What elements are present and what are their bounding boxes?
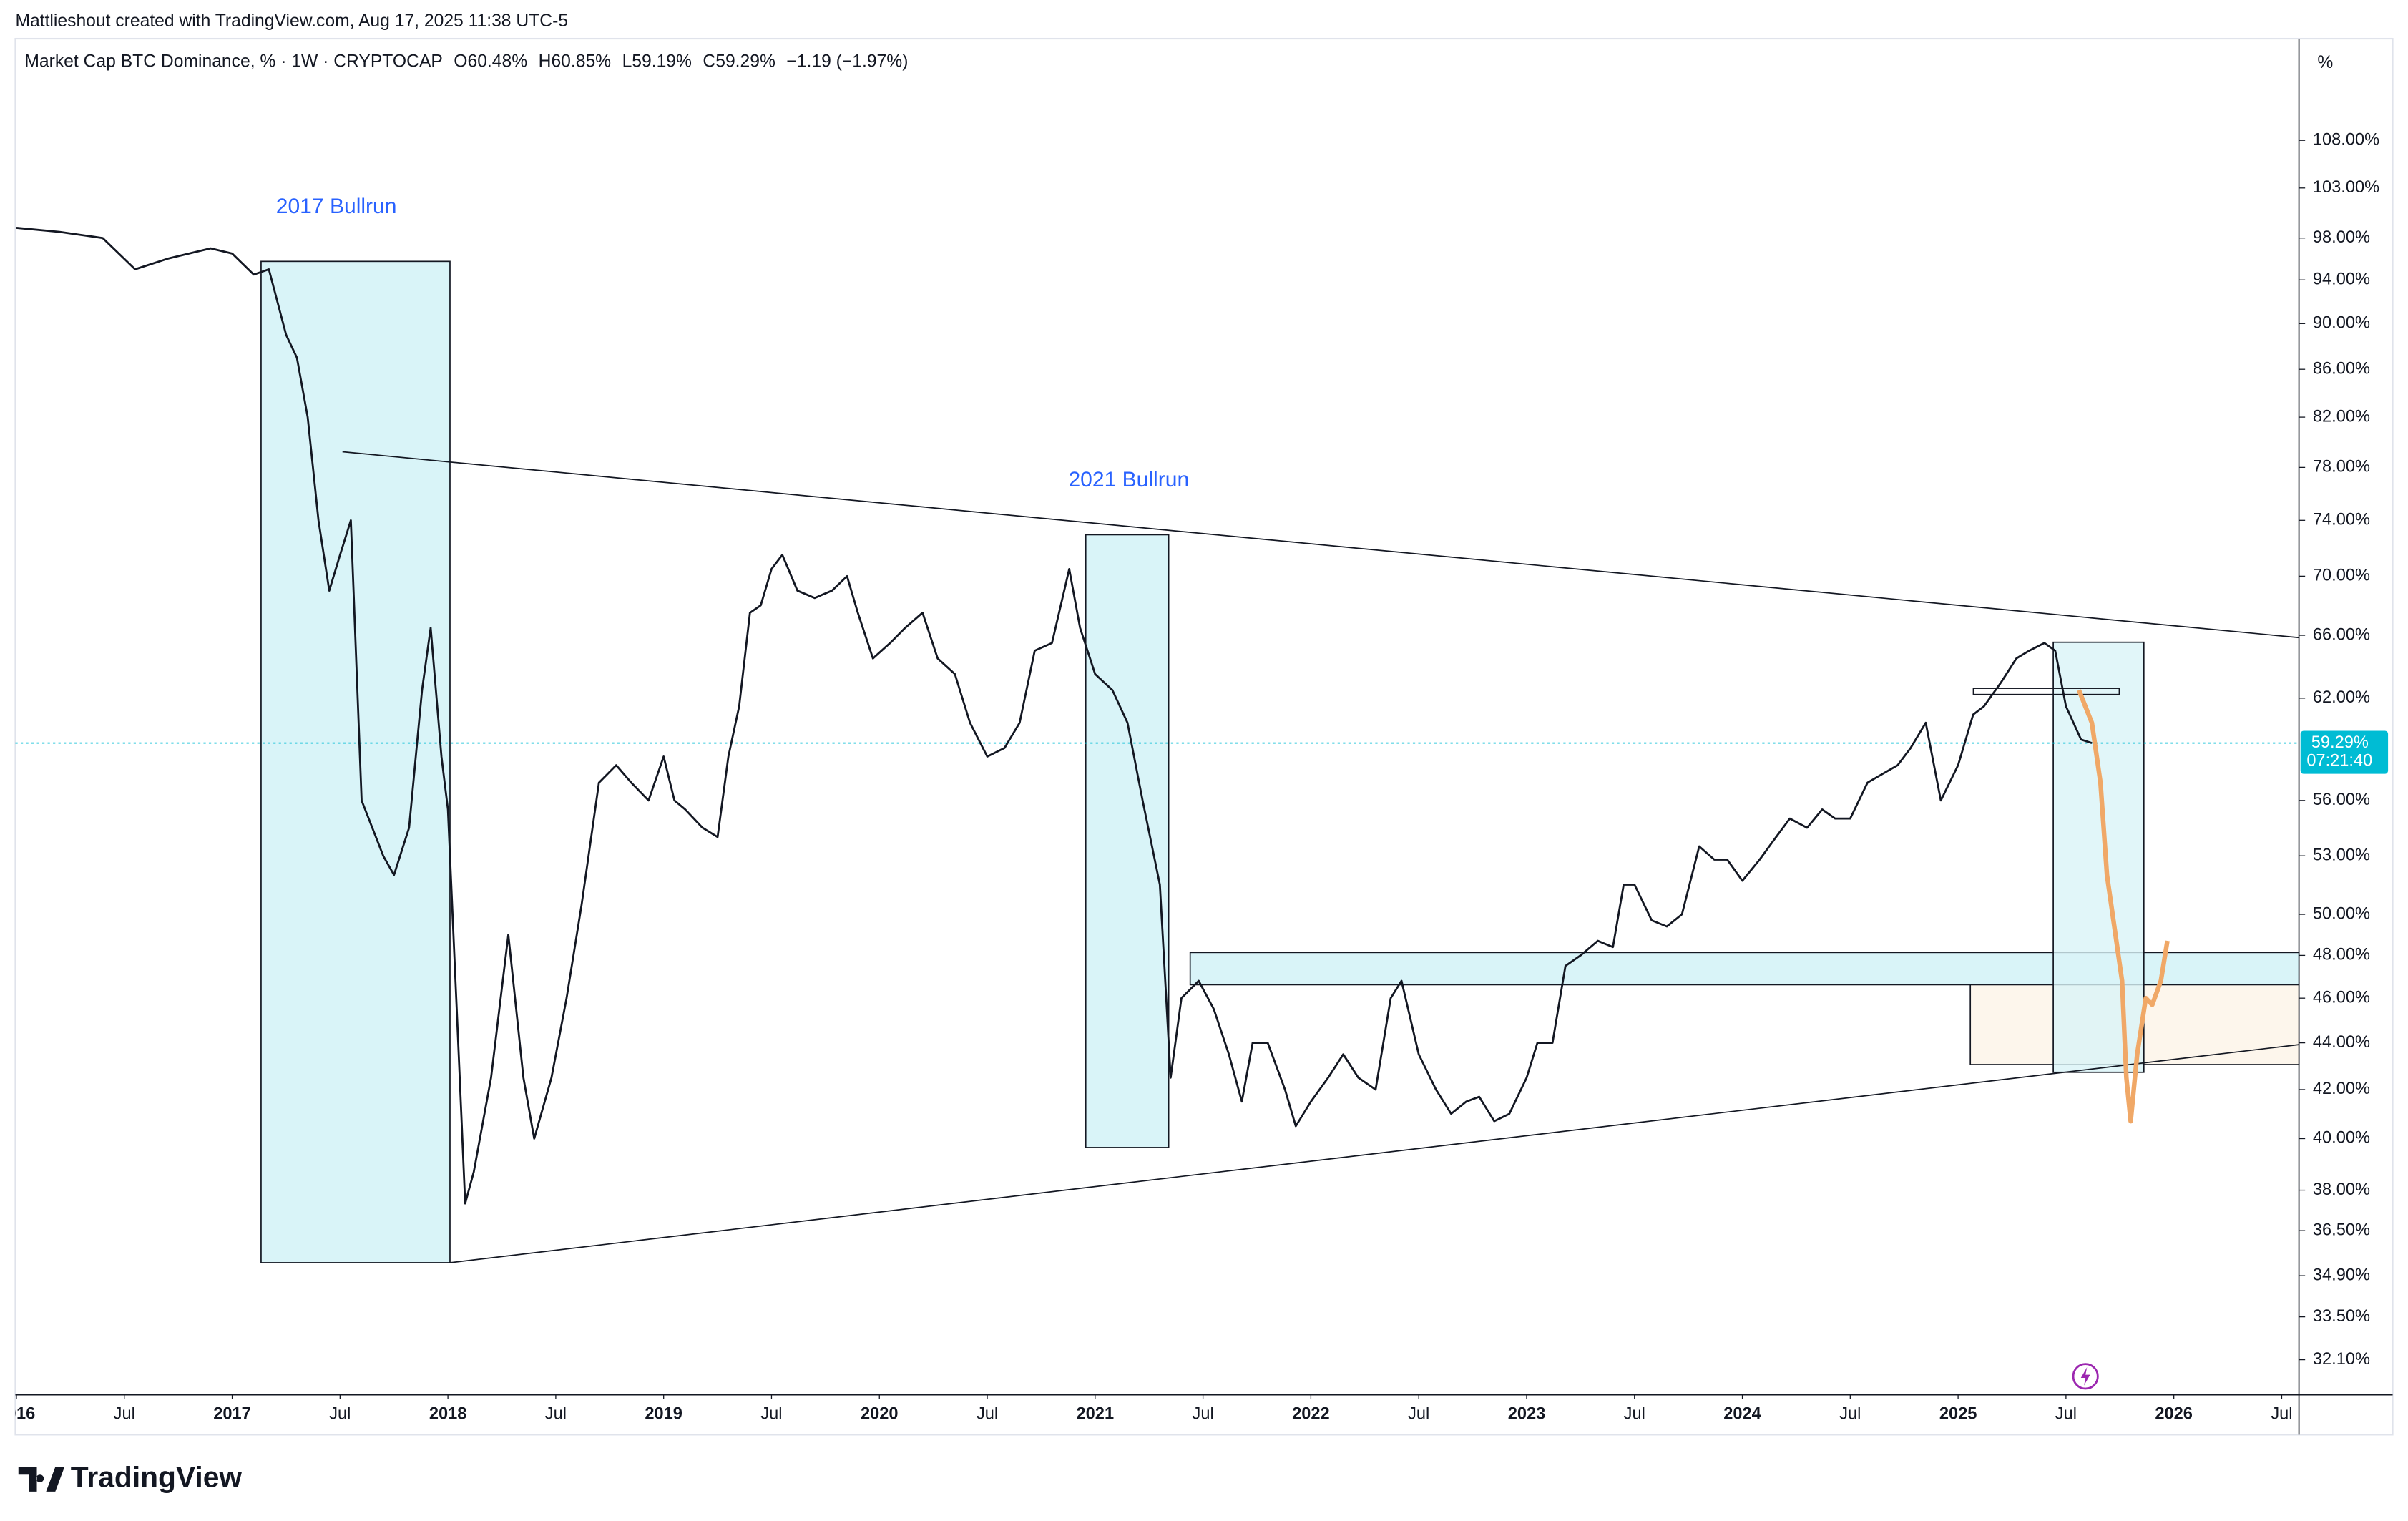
annotation: 2021 Bullrun — [1068, 468, 1189, 491]
x-tick-label: Jul — [329, 1405, 351, 1424]
x-tick-label: 2025 — [1939, 1405, 1977, 1424]
symbol: Market Cap BTC Dominance, % · 1W · CRYPT… — [24, 52, 443, 71]
y-tick-label: 34.90% — [2313, 1266, 2370, 1284]
event-icon-bolt — [2080, 1366, 2090, 1386]
legend: Market Cap BTC Dominance, % · 1W · CRYPT… — [24, 52, 908, 71]
y-tick-label: 32.10% — [2313, 1350, 2370, 1369]
x-tick-label: Jul — [114, 1405, 135, 1424]
y-tick-label: 108.00% — [2313, 130, 2379, 149]
x-tick-label: Jul — [1624, 1405, 1645, 1424]
range-box — [1972, 688, 2120, 695]
y-tick-label: 33.50% — [2313, 1307, 2370, 1326]
x-tick-label: Jul — [1408, 1405, 1429, 1424]
y-tick-label: 38.00% — [2313, 1180, 2370, 1199]
trendline — [449, 1044, 2299, 1263]
last-price-box — [2300, 730, 2389, 774]
x-tick-label: 2024 — [1723, 1405, 1761, 1424]
y-tick-label: 70.00% — [2313, 567, 2370, 585]
price-line — [2076, 689, 2170, 1124]
author-line: Mattlieshout created with TradingView.co… — [15, 11, 568, 31]
x-tick-label: 2026 — [2155, 1405, 2193, 1424]
x-tick-label: Jul — [1193, 1405, 1214, 1424]
x-tick-label: 2017 — [213, 1405, 251, 1424]
logo: TradingView — [71, 1460, 243, 1493]
y-tick-label: 40.00% — [2313, 1129, 2370, 1148]
close: C59.29% — [703, 52, 775, 71]
x-axis: 2016 Jul 2017 Jul 2018 Jul 2019 Jul 2020 Jul 2021 J… — [0, 1394, 2293, 1424]
y-tick-label: 62.00% — [2313, 688, 2370, 707]
low: L59.19% — [622, 52, 692, 71]
x-tick-label: Jul — [977, 1405, 998, 1424]
x-tick-label: 2021 — [1077, 1405, 1115, 1424]
trendline — [342, 451, 2299, 639]
x-tick-label: Jul — [545, 1405, 567, 1424]
y-tick-label: 103.00% — [2313, 178, 2379, 197]
price-line — [16, 227, 2093, 1205]
y-tick-label: 74.00% — [2313, 511, 2370, 529]
y-tick-label: 94.00% — [2313, 270, 2370, 288]
y-tick-label: 53.00% — [2313, 846, 2370, 864]
x-tick-label: 2022 — [1292, 1405, 1330, 1424]
logo-mark — [18, 1467, 65, 1492]
annotation: 2017 Bullrun — [276, 195, 397, 218]
x-tick-label: 2019 — [645, 1405, 682, 1424]
change: −1.19 (−1.97%) — [786, 52, 908, 71]
y-tick-label: 90.00% — [2313, 314, 2370, 333]
y-tick-label: 82.00% — [2313, 407, 2370, 426]
countdown: 07:21:40 — [2306, 752, 2372, 771]
bullrun-box — [1085, 534, 1170, 1148]
x-tick-label: Jul — [2271, 1405, 2292, 1424]
y-tick-label: 56.00% — [2313, 791, 2370, 809]
last-price-label: 59.29% — [2311, 733, 2369, 752]
high: H60.85% — [539, 52, 612, 71]
y-tick-label: 78.00% — [2313, 458, 2370, 476]
y-tick-label: 46.00% — [2313, 988, 2370, 1007]
x-tick-label: 2020 — [861, 1405, 899, 1424]
x-tick-label: 2018 — [429, 1405, 467, 1424]
x-tick-label: 2016 — [0, 1405, 35, 1424]
event-icon[interactable] — [2072, 1363, 2099, 1390]
open: O60.48% — [454, 52, 527, 71]
x-tick-label: Jul — [2055, 1405, 2077, 1424]
chart-frame — [14, 37, 2394, 1436]
axis-unit: % — [2317, 53, 2333, 72]
bullrun-box — [260, 260, 451, 1263]
y-tick-label: 66.00% — [2313, 625, 2370, 644]
y-tick-label: 98.00% — [2313, 228, 2370, 247]
x-tick-label: Jul — [1839, 1405, 1861, 1424]
y-tick-label: 36.50% — [2313, 1221, 2370, 1239]
y-tick-label: 50.00% — [2313, 904, 2370, 923]
plot — [16, 227, 2170, 1205]
x-tick-label: 2023 — [1508, 1405, 1546, 1424]
y-tick-label: 86.00% — [2313, 359, 2370, 378]
y-tick-label: 44.00% — [2313, 1033, 2370, 1052]
y-tick-label: 48.00% — [2313, 946, 2370, 964]
y-tick-label: 42.00% — [2313, 1080, 2370, 1098]
x-tick-label: Jul — [760, 1405, 782, 1424]
